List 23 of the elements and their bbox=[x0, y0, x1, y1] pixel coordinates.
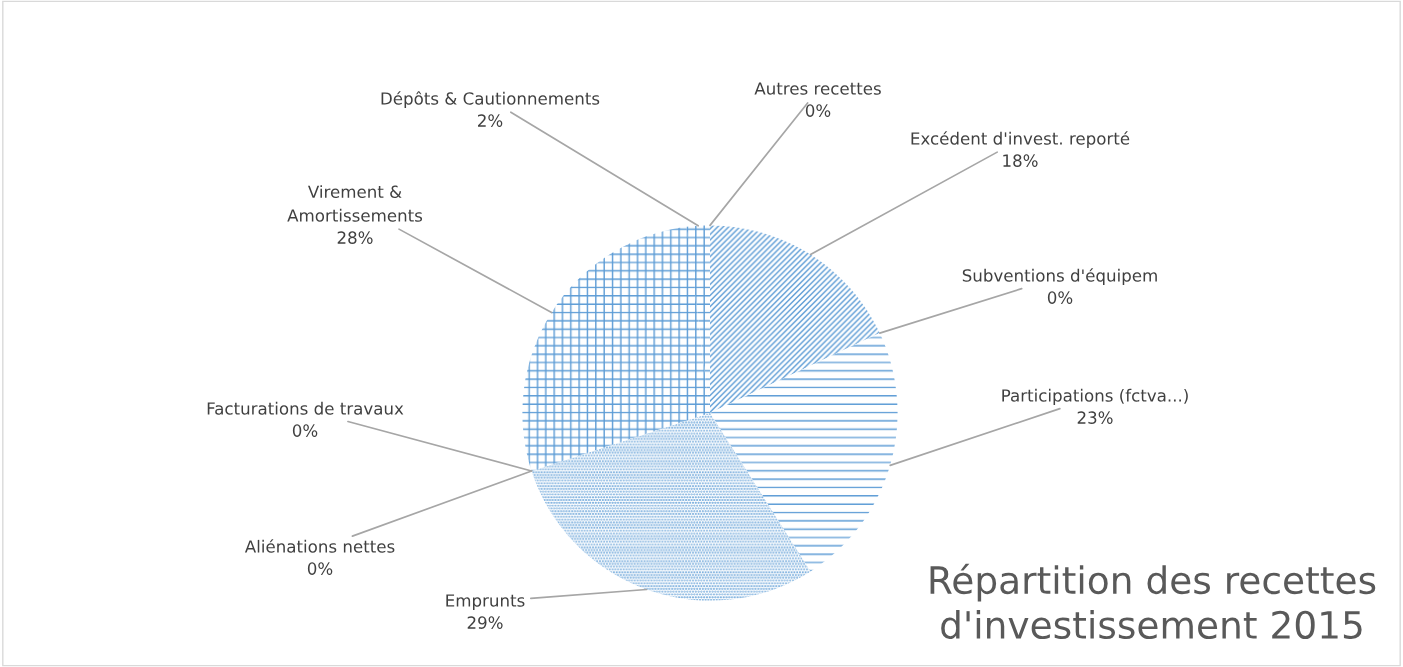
data-label: 28% bbox=[337, 231, 373, 244]
category-label: Facturations de travaux bbox=[207, 401, 404, 415]
text: 0% bbox=[805, 104, 831, 117]
category-label: Autres recettes bbox=[754, 82, 881, 95]
pie-slice bbox=[710, 225, 880, 413]
category-label: Aliénations nettes bbox=[244, 539, 395, 553]
pie-slice bbox=[710, 333, 898, 572]
text: 0% bbox=[1047, 291, 1073, 304]
slice-label: Emprunts bbox=[446, 594, 525, 610]
data-label: 18% bbox=[1003, 154, 1038, 167]
pie-slice bbox=[522, 226, 710, 471]
slice-label: Dépôts & Cautionnements bbox=[381, 91, 600, 108]
slice-label: Excédent d'invest. reporté bbox=[911, 131, 1130, 148]
text: Répartition des recettes d'investissement 2015 bbox=[930, 563, 1376, 640]
category-label: Subventions d'équipem bbox=[962, 268, 1157, 285]
data-label: 29% bbox=[467, 616, 503, 629]
slice-label: Virement & Amortissements bbox=[287, 185, 423, 222]
text: 0% bbox=[292, 424, 318, 437]
pie-slice bbox=[531, 413, 811, 601]
data-label: 23% bbox=[1077, 411, 1113, 424]
text: 0% bbox=[307, 562, 333, 575]
slice-label: Participations (fctva...) bbox=[1002, 388, 1188, 405]
data-label: 2% bbox=[478, 114, 503, 127]
